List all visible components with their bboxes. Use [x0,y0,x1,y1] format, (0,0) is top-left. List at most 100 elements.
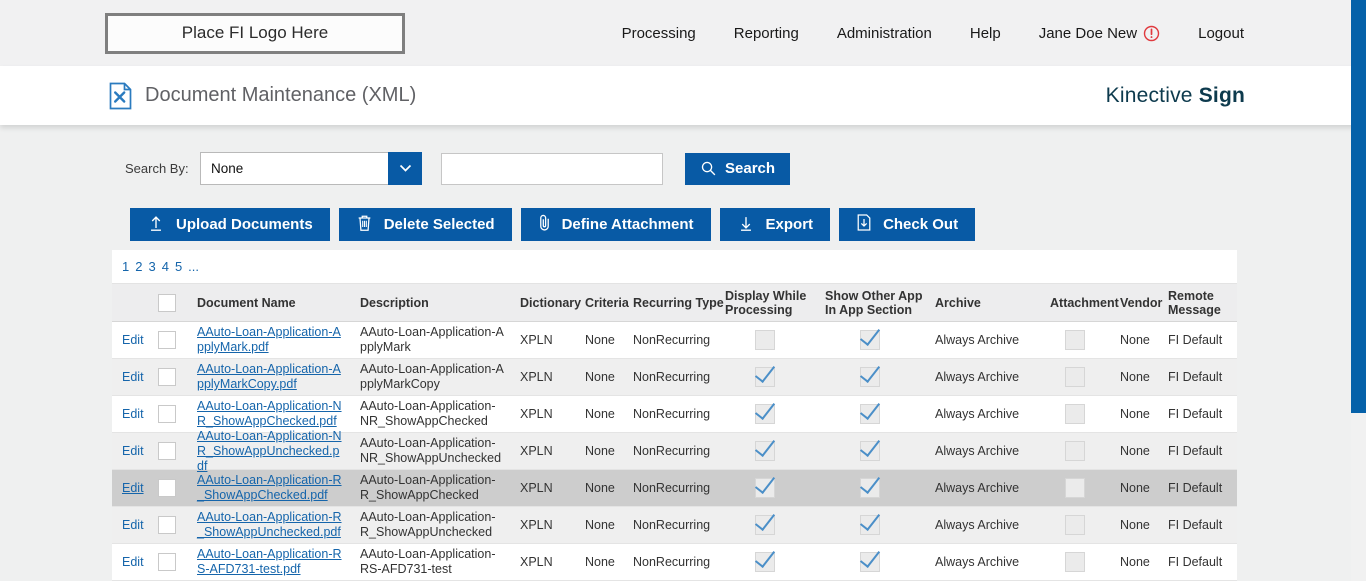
remote-message-cell: FI Default [1168,444,1223,458]
edit-link[interactable]: Edit [122,407,144,421]
display-while-processing-checkbox [755,441,775,461]
edit-link[interactable]: Edit [122,333,144,347]
dictionary-cell: XPLN [520,407,553,421]
remote-message-cell: FI Default [1168,518,1223,532]
attachment-checkbox [1065,441,1085,461]
nav-user[interactable]: Jane Doe New [1039,25,1160,42]
display-while-processing-checkbox [755,552,775,572]
document-name-link[interactable]: AAuto-Loan-Application-R_ShowAppChecked.… [197,473,342,502]
recurring-type-cell: NonRecurring [633,555,711,569]
row-checkbox[interactable] [158,368,176,386]
attachment-checkbox [1065,478,1085,498]
delete-selected-button[interactable]: Delete Selected [338,208,512,241]
nav-reporting[interactable]: Reporting [733,24,799,42]
page-link-...[interactable]: ... [188,259,200,274]
display-while-processing-checkbox [755,515,775,535]
remote-message-cell: FI Default [1168,481,1223,495]
show-other-app-checkbox [860,552,880,572]
recurring-type-cell: NonRecurring [633,333,711,347]
archive-cell: Always Archive [935,518,1020,532]
scrollbar-thumb[interactable] [1351,0,1366,413]
search-input[interactable] [441,152,663,185]
nav-administration[interactable]: Administration [836,24,932,42]
alert-icon [1143,25,1160,41]
upload-documents-button[interactable]: Upload Documents [130,208,330,241]
table-row: Edit AAuto-Loan-Application-NR_ShowAppUn… [112,429,1237,473]
vendor-cell: None [1120,370,1150,384]
description-cell: AAuto-Loan-Application-RS-AFD731-test [360,547,496,576]
row-checkbox[interactable] [158,479,176,497]
edit-link[interactable]: Edit [122,370,144,384]
nav-processing[interactable]: Processing [621,24,696,42]
table-row: Edit AAuto-Loan-Application-NR_ShowAppCh… [112,396,1237,433]
row-checkbox[interactable] [158,553,176,571]
row-checkbox[interactable] [158,442,176,460]
recurring-type-cell: NonRecurring [633,407,711,421]
table-row: Edit AAuto-Loan-Application-R_ShowAppChe… [112,470,1237,507]
row-checkbox[interactable] [158,331,176,349]
header-show-other-app: Show Other App In App Section [825,288,923,317]
edit-link[interactable]: Edit [122,555,144,569]
document-name-link[interactable]: AAuto-Loan-Application-ApplyMark.pdf [197,325,341,354]
check-out-button[interactable]: Check Out [839,208,976,241]
edit-link[interactable]: Edit [122,518,144,532]
criteria-cell: None [585,333,615,347]
row-checkbox[interactable] [158,405,176,423]
description-cell: AAuto-Loan-Application-R_ShowAppUnchecke… [360,510,496,539]
archive-cell: Always Archive [935,407,1020,421]
search-button[interactable]: Search [685,152,791,185]
search-by-label: Search By: [125,161,189,176]
page-title-bar: Document Maintenance (XML) Kinective Sig… [0,66,1366,125]
document-name-link[interactable]: AAuto-Loan-Application-ApplyMarkCopy.pdf [197,362,341,391]
vendor-cell: None [1120,407,1150,421]
header-document-name: Document Name [197,295,296,310]
display-while-processing-checkbox [755,330,775,350]
criteria-cell: None [585,481,615,495]
table-row: Edit AAuto-Loan-Application-R_ShowAppUnc… [112,507,1237,544]
show-other-app-checkbox [860,367,880,387]
page-link-2[interactable]: 2 [135,259,143,274]
dictionary-cell: XPLN [520,444,553,458]
criteria-cell: None [585,370,615,384]
row-checkbox[interactable] [158,516,176,534]
nav-help[interactable]: Help [969,24,1001,42]
dictionary-cell: XPLN [520,370,553,384]
recurring-type-cell: NonRecurring [633,370,711,384]
define-attachment-button[interactable]: Define Attachment [520,208,711,241]
vendor-cell: None [1120,333,1150,347]
header-vendor: Vendor [1120,295,1163,310]
document-name-link[interactable]: AAuto-Loan-Application-NR_ShowAppChecked… [197,399,342,428]
remote-message-cell: FI Default [1168,370,1223,384]
chevron-down-icon[interactable] [388,152,422,185]
dictionary-cell: XPLN [520,555,553,569]
description-cell: AAuto-Loan-Application-NR_ShowAppChecked [360,399,496,428]
description-cell: AAuto-Loan-Application-ApplyMark [360,325,504,354]
attachment-checkbox [1065,515,1085,535]
main-nav: Processing Reporting Administration Help [622,25,1244,42]
table-row: Edit AAuto-Loan-Application-ApplyMark.pd… [112,322,1237,359]
pagination: 1 2 3 4 5... [112,250,1237,284]
select-all-checkbox[interactable] [158,293,176,312]
criteria-cell: None [585,555,615,569]
document-name-link[interactable]: AAuto-Loan-Application-R_ShowAppUnchecke… [197,510,342,539]
edit-link[interactable]: Edit [122,481,144,495]
kinective-sign-logo: Kinective Sign [1105,83,1245,107]
header-criteria: Criteria [585,295,629,310]
upload-icon [147,214,165,236]
attachment-checkbox [1065,552,1085,572]
page-link-5[interactable]: 5 [174,259,183,274]
display-while-processing-checkbox [755,367,775,387]
edit-link[interactable]: Edit [122,444,144,458]
page-link-3[interactable]: 3 [148,259,156,274]
nav-logout[interactable]: Logout [1198,24,1244,42]
export-button[interactable]: Export [719,208,831,241]
document-name-link[interactable]: AAuto-Loan-Application-NR_ShowAppUncheck… [197,428,342,473]
action-toolbar: Upload Documents Delete Selected Define … [130,208,1366,241]
search-by-dropdown[interactable]: None [200,152,422,185]
remote-message-cell: FI Default [1168,333,1223,347]
document-name-link[interactable]: AAuto-Loan-Application-RS-AFD731-test.pd… [197,547,342,576]
page-link-1[interactable]: 1 [122,259,130,274]
vertical-scrollbar[interactable] [1351,0,1366,581]
page-link-4[interactable]: 4 [161,259,169,274]
header-remote-message: Remote Message [1168,288,1221,317]
